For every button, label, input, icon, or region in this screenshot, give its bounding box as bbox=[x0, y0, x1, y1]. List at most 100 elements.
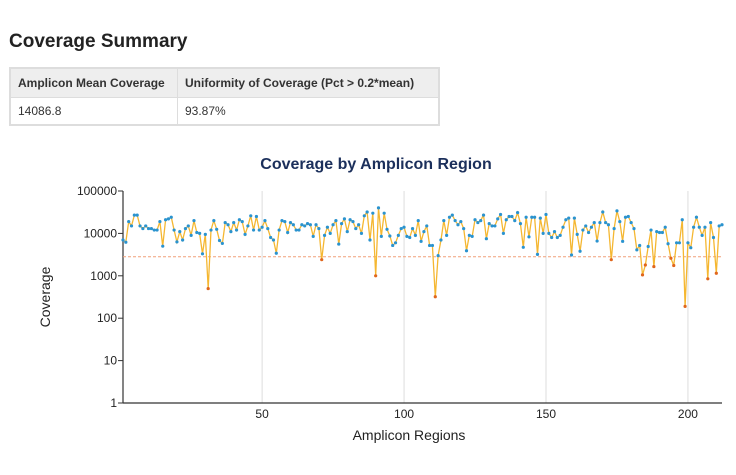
data-point bbox=[283, 219, 287, 224]
data-point bbox=[220, 241, 224, 246]
data-point bbox=[683, 304, 687, 308]
data-point bbox=[581, 228, 585, 232]
data-point bbox=[530, 215, 534, 219]
data-point bbox=[479, 219, 483, 223]
data-point bbox=[203, 232, 207, 236]
data-point bbox=[541, 231, 545, 235]
data-point bbox=[680, 218, 684, 222]
data-point bbox=[226, 223, 230, 227]
data-point bbox=[331, 223, 335, 227]
data-point bbox=[433, 295, 437, 299]
data-point bbox=[382, 211, 386, 215]
data-point bbox=[169, 215, 173, 219]
data-point bbox=[155, 228, 159, 232]
data-point bbox=[663, 225, 667, 229]
data-point bbox=[234, 228, 239, 232]
data-point bbox=[297, 228, 301, 232]
data-point bbox=[714, 271, 718, 275]
data-point bbox=[399, 226, 403, 231]
data-point bbox=[195, 230, 199, 235]
data-point bbox=[328, 231, 332, 235]
data-point bbox=[374, 274, 378, 278]
data-point bbox=[476, 220, 480, 225]
data-point bbox=[436, 253, 440, 258]
data-point bbox=[152, 228, 156, 232]
data-point bbox=[703, 225, 707, 229]
data-point bbox=[396, 233, 400, 237]
data-point bbox=[567, 216, 571, 220]
data-point bbox=[527, 235, 531, 239]
data-point bbox=[638, 243, 642, 248]
data-point bbox=[561, 225, 565, 229]
data-point bbox=[232, 220, 236, 225]
data-point bbox=[484, 237, 488, 241]
data-point bbox=[430, 243, 435, 248]
data-point bbox=[459, 219, 463, 224]
data-point bbox=[550, 235, 554, 240]
data-point bbox=[609, 258, 613, 262]
data-point bbox=[246, 224, 250, 228]
x-tick-label: 100 bbox=[394, 407, 414, 421]
data-point bbox=[178, 230, 182, 234]
data-point bbox=[144, 224, 148, 228]
data-point bbox=[359, 231, 364, 235]
data-point bbox=[124, 240, 128, 244]
data-point bbox=[672, 263, 676, 268]
data-point bbox=[127, 219, 131, 224]
data-point bbox=[163, 218, 168, 222]
data-point bbox=[692, 225, 696, 229]
data-point bbox=[592, 220, 596, 225]
data-point bbox=[601, 210, 605, 214]
data-point bbox=[711, 235, 716, 240]
data-point bbox=[294, 228, 298, 232]
data-point bbox=[498, 212, 503, 217]
page-title: Coverage Summary bbox=[9, 31, 188, 52]
data-point bbox=[189, 233, 193, 237]
data-point bbox=[172, 228, 176, 232]
data-point bbox=[206, 286, 210, 291]
y-tick-label: 100 bbox=[97, 311, 117, 325]
data-point bbox=[709, 220, 713, 225]
data-point bbox=[388, 234, 392, 238]
data-point bbox=[314, 223, 318, 227]
data-point bbox=[419, 239, 423, 243]
data-point bbox=[598, 220, 602, 225]
data-point bbox=[717, 224, 721, 228]
data-point bbox=[408, 235, 412, 240]
data-point bbox=[141, 226, 145, 231]
data-point bbox=[288, 220, 293, 225]
data-point bbox=[277, 228, 281, 232]
data-point bbox=[493, 224, 497, 228]
data-point bbox=[507, 214, 511, 219]
data-point bbox=[229, 230, 233, 234]
data-point bbox=[325, 225, 329, 229]
data-point bbox=[615, 209, 619, 213]
table-row: 14086.8 93.87% bbox=[9, 97, 440, 126]
data-point bbox=[706, 277, 710, 281]
data-point bbox=[467, 233, 471, 237]
data-point bbox=[223, 220, 227, 225]
data-point bbox=[237, 218, 241, 222]
data-point bbox=[354, 226, 358, 231]
data-point bbox=[572, 216, 576, 220]
data-point bbox=[311, 234, 315, 238]
data-point bbox=[320, 258, 324, 262]
data-point bbox=[697, 225, 701, 229]
y-tick-label: 100000 bbox=[77, 184, 117, 198]
data-point bbox=[351, 219, 355, 224]
data-point bbox=[496, 217, 500, 221]
data-point bbox=[161, 244, 165, 248]
data-point bbox=[578, 249, 582, 253]
data-point bbox=[501, 231, 506, 235]
data-point bbox=[146, 226, 151, 231]
data-point bbox=[646, 244, 650, 249]
data-point bbox=[135, 213, 139, 217]
data-point bbox=[447, 215, 452, 219]
header-mean-coverage: Amplicon Mean Coverage bbox=[9, 67, 178, 98]
data-point bbox=[271, 238, 276, 242]
data-point bbox=[348, 218, 352, 222]
data-point bbox=[337, 242, 341, 246]
data-point bbox=[215, 227, 219, 231]
data-point bbox=[618, 219, 622, 224]
data-point bbox=[260, 225, 264, 229]
